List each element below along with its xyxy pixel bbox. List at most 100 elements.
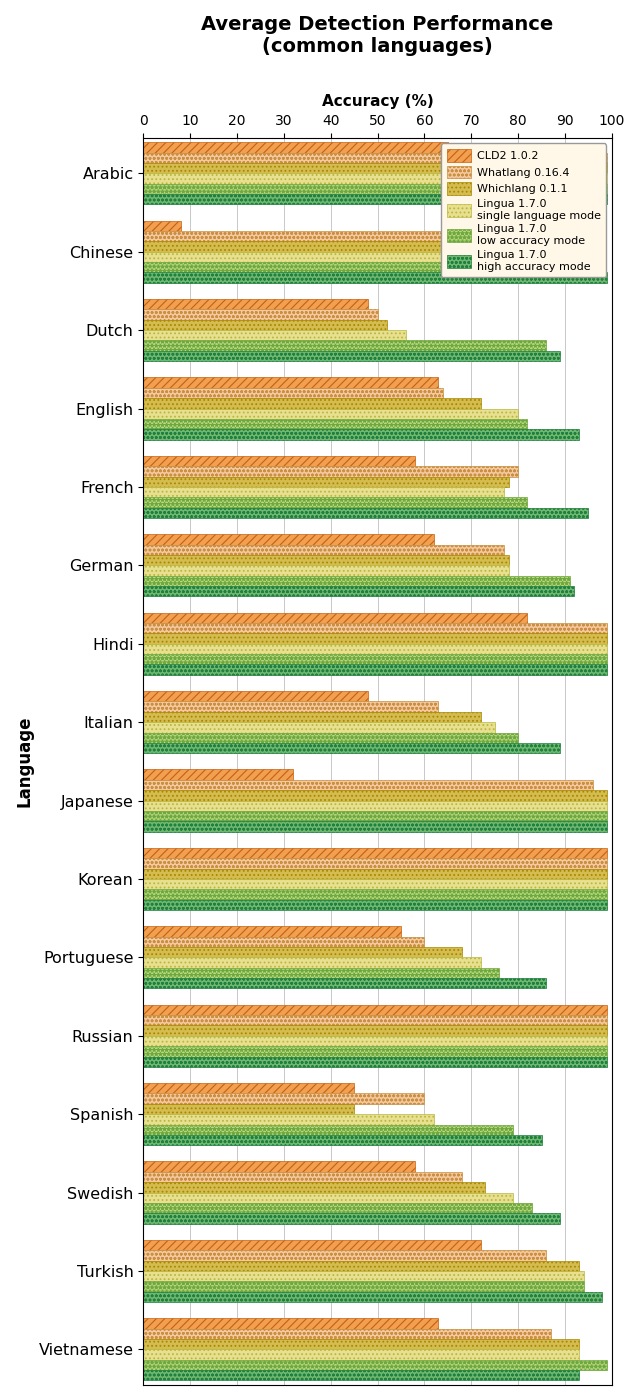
- Bar: [143, 398, 481, 409]
- Bar: [143, 241, 495, 252]
- Bar: [143, 732, 518, 743]
- Bar: [143, 889, 607, 900]
- Bar: [143, 1292, 602, 1302]
- Bar: [143, 497, 527, 508]
- Bar: [143, 1203, 532, 1214]
- Bar: [143, 575, 570, 587]
- Bar: [143, 879, 607, 889]
- Bar: [143, 743, 560, 753]
- Bar: [143, 1015, 607, 1025]
- Bar: [143, 1182, 485, 1193]
- Bar: [143, 153, 607, 162]
- Bar: [143, 545, 504, 554]
- Bar: [143, 1371, 579, 1380]
- Bar: [143, 409, 518, 419]
- Bar: [143, 1103, 354, 1114]
- Bar: [143, 1057, 607, 1067]
- Bar: [143, 430, 579, 440]
- Bar: [143, 1025, 607, 1036]
- Bar: [143, 1046, 607, 1057]
- Legend: CLD2 1.0.2, Whatlang 0.16.4, Whichlang 0.1.1, Lingua 1.7.0
single language mode,: CLD2 1.0.2, Whatlang 0.16.4, Whichlang 0…: [441, 143, 606, 277]
- Bar: [143, 351, 560, 361]
- Bar: [143, 309, 378, 319]
- Title: Average Detection Performance
(common languages): Average Detection Performance (common la…: [202, 15, 554, 56]
- Bar: [143, 1281, 584, 1292]
- Bar: [143, 1193, 513, 1203]
- Bar: [143, 1084, 354, 1093]
- Bar: [143, 1329, 551, 1338]
- Bar: [143, 711, 481, 722]
- Bar: [143, 1271, 584, 1281]
- Bar: [143, 1350, 579, 1359]
- Bar: [143, 946, 462, 958]
- Bar: [143, 937, 424, 946]
- Bar: [143, 633, 607, 644]
- Bar: [143, 1036, 607, 1046]
- Bar: [143, 419, 527, 430]
- Bar: [143, 644, 607, 654]
- Bar: [143, 466, 518, 476]
- Bar: [143, 1338, 579, 1350]
- Bar: [143, 1114, 434, 1124]
- Bar: [143, 1124, 513, 1135]
- Bar: [143, 456, 415, 466]
- Bar: [143, 221, 180, 231]
- Bar: [143, 1250, 546, 1260]
- Bar: [143, 722, 495, 732]
- Bar: [143, 958, 481, 967]
- Bar: [143, 535, 434, 545]
- Bar: [143, 1172, 462, 1182]
- Bar: [143, 1135, 541, 1145]
- Bar: [143, 262, 495, 273]
- Bar: [143, 822, 607, 832]
- Bar: [143, 1162, 415, 1172]
- Bar: [143, 623, 607, 633]
- Bar: [143, 143, 448, 153]
- Bar: [143, 900, 607, 910]
- Bar: [143, 848, 607, 858]
- Bar: [143, 566, 509, 575]
- Bar: [143, 858, 607, 868]
- Bar: [143, 979, 546, 988]
- Bar: [143, 1359, 607, 1371]
- Bar: [143, 508, 588, 518]
- Bar: [143, 300, 368, 309]
- Bar: [143, 1260, 579, 1271]
- Bar: [143, 174, 607, 183]
- Bar: [143, 162, 607, 174]
- Bar: [143, 476, 509, 487]
- Bar: [143, 790, 607, 801]
- Bar: [143, 927, 401, 937]
- Bar: [143, 487, 504, 497]
- Bar: [143, 801, 607, 811]
- Bar: [143, 330, 406, 340]
- Bar: [143, 967, 499, 979]
- Bar: [143, 1319, 438, 1329]
- Bar: [143, 770, 293, 780]
- Bar: [143, 273, 607, 283]
- Bar: [143, 319, 387, 330]
- Bar: [143, 195, 607, 204]
- Bar: [143, 868, 607, 879]
- Bar: [143, 1005, 607, 1015]
- Bar: [143, 811, 607, 822]
- Bar: [143, 231, 495, 241]
- Bar: [143, 388, 443, 398]
- Bar: [143, 378, 438, 388]
- Bar: [143, 701, 438, 711]
- Bar: [143, 1240, 481, 1250]
- Bar: [143, 665, 607, 675]
- Bar: [143, 654, 607, 665]
- Bar: [143, 587, 574, 596]
- Bar: [143, 780, 593, 790]
- Bar: [143, 1214, 560, 1224]
- Bar: [143, 554, 509, 566]
- Bar: [143, 340, 546, 351]
- Bar: [143, 183, 607, 195]
- Bar: [143, 692, 368, 701]
- Bar: [143, 613, 527, 623]
- Bar: [143, 1093, 424, 1103]
- Bar: [143, 252, 495, 262]
- X-axis label: Accuracy (%): Accuracy (%): [322, 94, 433, 109]
- Y-axis label: Language: Language: [15, 715, 33, 808]
